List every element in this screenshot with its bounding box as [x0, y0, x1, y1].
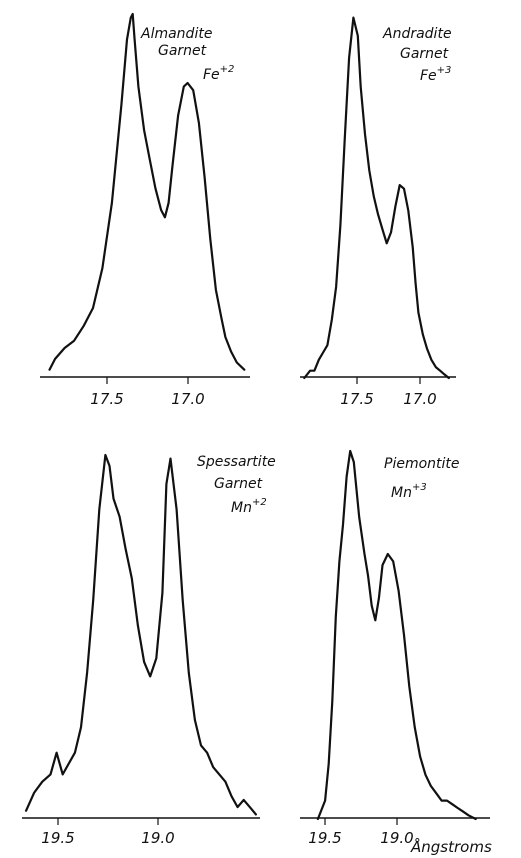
panel-annotation: Mn+3 [391, 482, 427, 501]
spectrum-panel-3: 19.5 19.0 Spessartite Garnet Mn+2 [22, 453, 276, 847]
x-tick-label: 17.0 [403, 390, 436, 408]
panel-annotation: Andradite [382, 26, 452, 42]
x-tick-label: 17.5 [340, 390, 373, 408]
x-tick-label: 19.0 [380, 829, 413, 847]
panel-annotation: Garnet [400, 46, 449, 62]
spectrum-line [303, 16, 450, 380]
panel-annotation: Spessartite [197, 454, 276, 470]
panel-annotation: Piemontite [384, 456, 460, 472]
panel-annotation: Almandite [140, 26, 212, 42]
panel-annotation: Fe+3 [420, 65, 451, 84]
x-tick-label: 19.5 [41, 829, 74, 847]
panel-annotation: Mn+2 [231, 497, 267, 516]
spectrum-panel-4: 19.5 19.0 Piemontite Mn+3 [300, 449, 490, 847]
panel-annotation: Fe+2 [203, 64, 234, 83]
spectrum-panel-2: 17.5 17.0 Andradite Garnet Fe+3 [300, 16, 456, 408]
spectrum-line [316, 449, 477, 821]
x-tick-label: 17.0 [171, 390, 204, 408]
panel-annotation: Garnet [214, 476, 263, 492]
unit-label: Ångstroms [410, 837, 492, 856]
x-tick-label: 19.0 [141, 829, 174, 847]
spectrum-line [25, 453, 257, 816]
spectrum-line [48, 12, 246, 371]
x-tick-label: 17.5 [90, 390, 123, 408]
x-tick-label: 19.5 [308, 829, 341, 847]
panel-annotation: Garnet [158, 43, 207, 59]
